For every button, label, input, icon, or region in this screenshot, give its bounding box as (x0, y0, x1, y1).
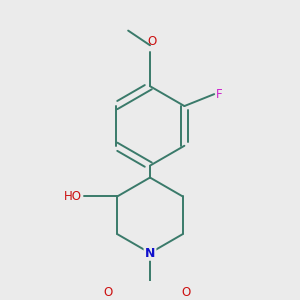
Text: O: O (147, 35, 157, 49)
Text: O: O (182, 286, 191, 299)
Text: HO: HO (64, 190, 82, 203)
Text: O: O (103, 286, 112, 299)
Text: F: F (216, 88, 223, 100)
Text: N: N (145, 247, 155, 260)
